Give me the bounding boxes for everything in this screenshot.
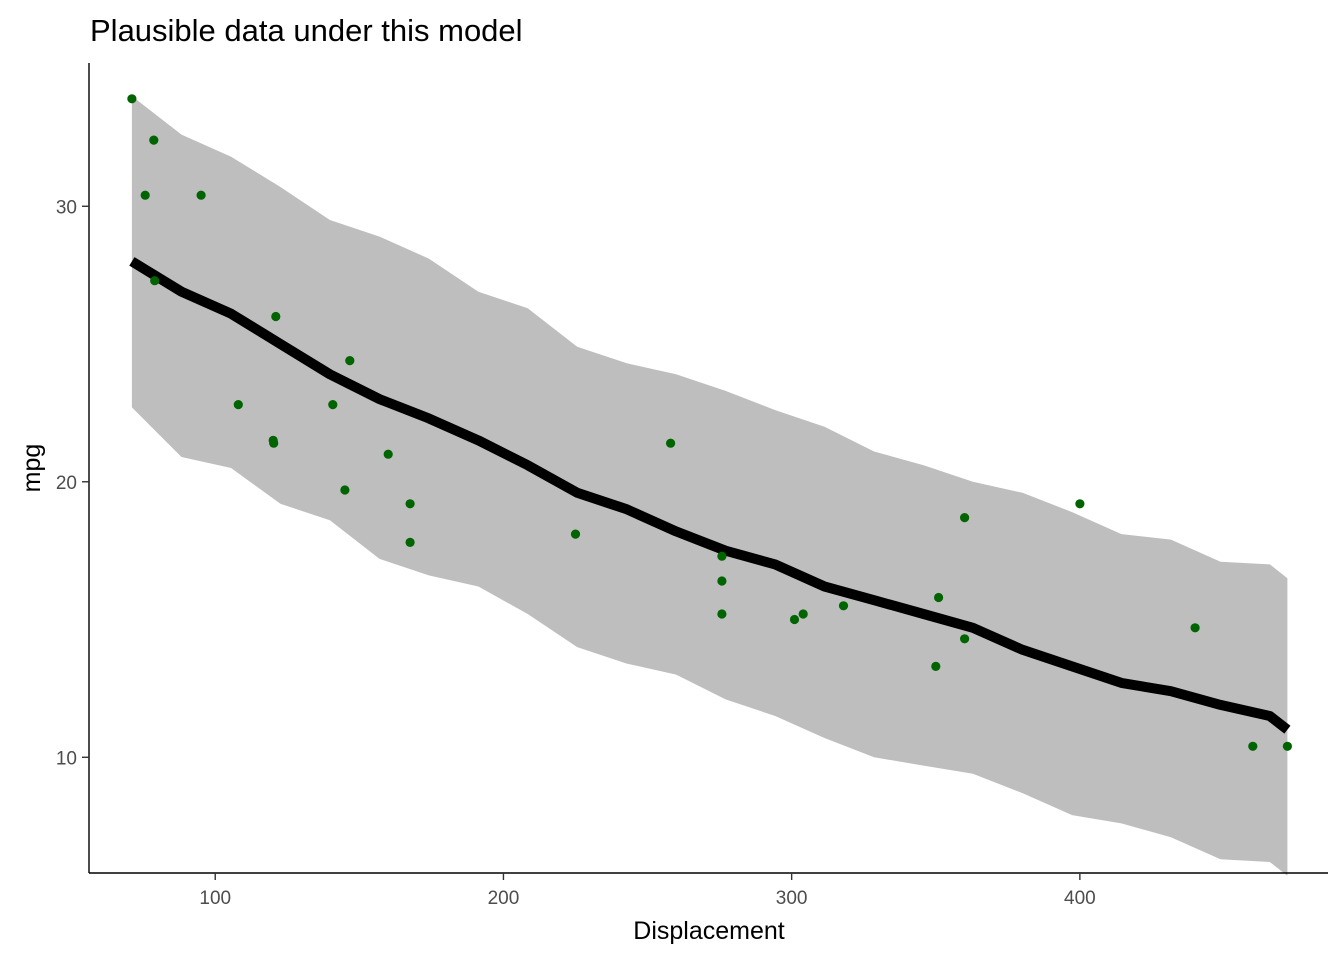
data-point: [717, 609, 727, 619]
data-point: [271, 311, 281, 322]
x-tick-label: 300: [776, 888, 808, 909]
y-tick-label: 20: [56, 473, 77, 494]
data-point: [269, 438, 279, 448]
y-axis-label: mpg: [18, 444, 46, 493]
data-point: [127, 94, 137, 104]
data-point: [798, 609, 808, 619]
data-point: [405, 537, 415, 548]
data-point: [140, 190, 150, 200]
plot-panel: [127, 94, 1292, 876]
data-point: [1075, 499, 1085, 509]
data-point: [717, 551, 727, 561]
data-point: [570, 529, 581, 539]
x-tick-label: 100: [199, 888, 231, 909]
data-point: [838, 601, 849, 611]
data-point: [383, 449, 393, 459]
data-point: [934, 592, 944, 603]
x-axis-label: Displacement: [633, 917, 785, 945]
fitted-line: [129, 257, 1291, 734]
data-point: [196, 190, 206, 200]
x-axis-ticks: 100 200 300 400: [199, 873, 1096, 909]
data-point: [931, 661, 941, 672]
data-point: [1190, 623, 1200, 633]
data-point: [150, 276, 160, 286]
data-points: [127, 94, 1292, 751]
data-point: [1282, 741, 1292, 751]
data-point: [233, 400, 243, 410]
chart-title: Plausible data under this model: [90, 13, 523, 48]
x-tick-label: 200: [488, 888, 520, 909]
data-point: [405, 499, 415, 509]
data-point: [666, 438, 676, 448]
data-point: [960, 634, 970, 644]
data-point: [1248, 741, 1258, 751]
data-point: [717, 576, 727, 586]
prediction-band: [131, 96, 1288, 876]
data-point: [960, 513, 970, 523]
data-point: [149, 135, 159, 145]
x-tick-label: 400: [1064, 888, 1096, 909]
y-tick-label: 30: [56, 197, 77, 218]
y-tick-label: 10: [56, 748, 77, 769]
data-point: [345, 356, 355, 366]
data-point: [340, 485, 350, 495]
y-axis-ticks: 10 20 30: [56, 197, 89, 769]
data-point: [328, 400, 338, 410]
data-point: [789, 614, 800, 625]
